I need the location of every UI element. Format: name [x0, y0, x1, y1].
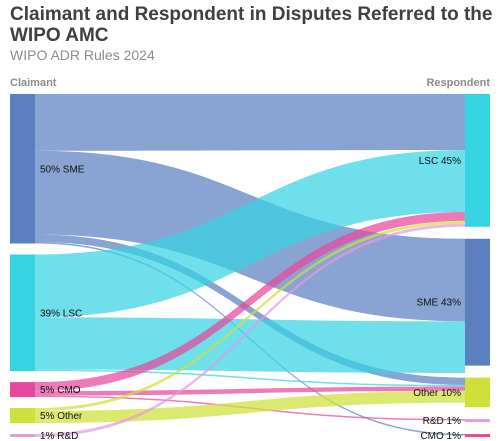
- link-cmo-to-lsc[interactable]: [35, 212, 465, 392]
- respondent-node-cmo[interactable]: [465, 434, 490, 437]
- link-lsc-to-sme[interactable]: [35, 317, 465, 373]
- claimant-node-sme[interactable]: [10, 94, 35, 244]
- link-lsc-to-other[interactable]: [35, 369, 465, 387]
- respondent-node-lsc[interactable]: [465, 94, 490, 227]
- respondent-node-sme[interactable]: [465, 238, 490, 366]
- link-sme-to-other[interactable]: [35, 234, 465, 385]
- link-r-d-to-lsc[interactable]: [35, 223, 465, 437]
- claimant-label-cmo: 5% CMO: [40, 385, 81, 396]
- link-other-to-other[interactable]: [35, 390, 465, 424]
- link-other-to-lsc[interactable]: [35, 220, 465, 412]
- claimant-label-sme: 50% SME: [40, 164, 85, 175]
- chart-subtitle: WIPO ADR Rules 2024: [10, 47, 155, 63]
- chart-title: Claimant and Respondent in Disputes Refe…: [10, 4, 493, 46]
- respondent-label-lsc: LSC 45%: [419, 156, 461, 167]
- respondent-label-sme: SME 43%: [417, 298, 462, 309]
- claimant-label-lsc: 39% LSC: [40, 308, 82, 319]
- claimant-node-other[interactable]: [10, 408, 35, 424]
- link-lsc-to-lsc[interactable]: [35, 150, 465, 318]
- claimant-node-cmo[interactable]: [10, 382, 35, 398]
- sankey-nodes: 50% SME 39% LSC 5% CMO 5% Other 1% R&D LSC 45…: [10, 94, 490, 441]
- respondent-node-other[interactable]: [465, 377, 490, 408]
- respondent-label-other: Other 10%: [413, 388, 461, 399]
- link-sme-to-lsc[interactable]: [35, 94, 465, 151]
- claimant-node-r-d[interactable]: [10, 434, 35, 437]
- respondent-header: Respondent: [426, 77, 490, 89]
- respondent-label-cmo: CMO 1%: [420, 431, 461, 441]
- respondent-label-r-d: R&D 1%: [423, 416, 461, 427]
- claimant-label-r-d: 1% R&D: [40, 431, 78, 441]
- claimant-node-lsc[interactable]: [10, 254, 35, 372]
- sankey-links: [35, 94, 465, 437]
- respondent-node-r-d[interactable]: [465, 419, 490, 423]
- claimant-header: Claimant: [10, 77, 57, 89]
- link-cmo-to-other[interactable]: [35, 386, 465, 396]
- claimant-label-other: 5% Other: [40, 411, 83, 422]
